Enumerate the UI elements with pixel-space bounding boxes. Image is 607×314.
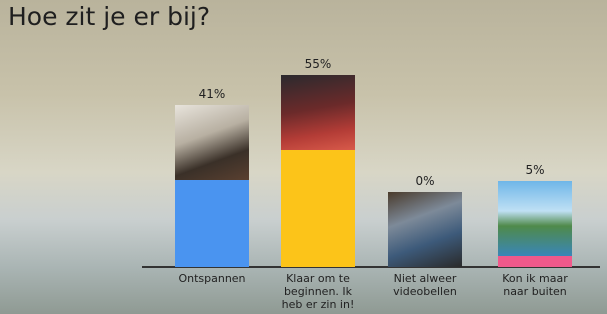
bar [498, 256, 572, 267]
bar [175, 180, 249, 267]
value-label: 55% [288, 57, 348, 71]
value-label: 41% [182, 87, 242, 101]
bar-image [498, 181, 572, 256]
bar-image [388, 192, 462, 267]
category-label: Niet alweer videobellen [379, 272, 471, 298]
slide-title: Hoe zit je er bij? [8, 2, 210, 31]
value-label: 0% [395, 174, 455, 188]
category-label: Ontspannen [166, 272, 258, 285]
poll-slide: Hoe zit je er bij? 41% Ontspannen 55% Klaar… [0, 0, 607, 314]
category-label: Kon ik maar naar buiten [489, 272, 581, 298]
bar-image [175, 105, 249, 180]
value-label: 5% [505, 163, 565, 177]
bar-image [281, 75, 355, 150]
category-label: Klaar om te beginnen. Ik heb er zin in! [272, 272, 364, 311]
bar [281, 150, 355, 267]
